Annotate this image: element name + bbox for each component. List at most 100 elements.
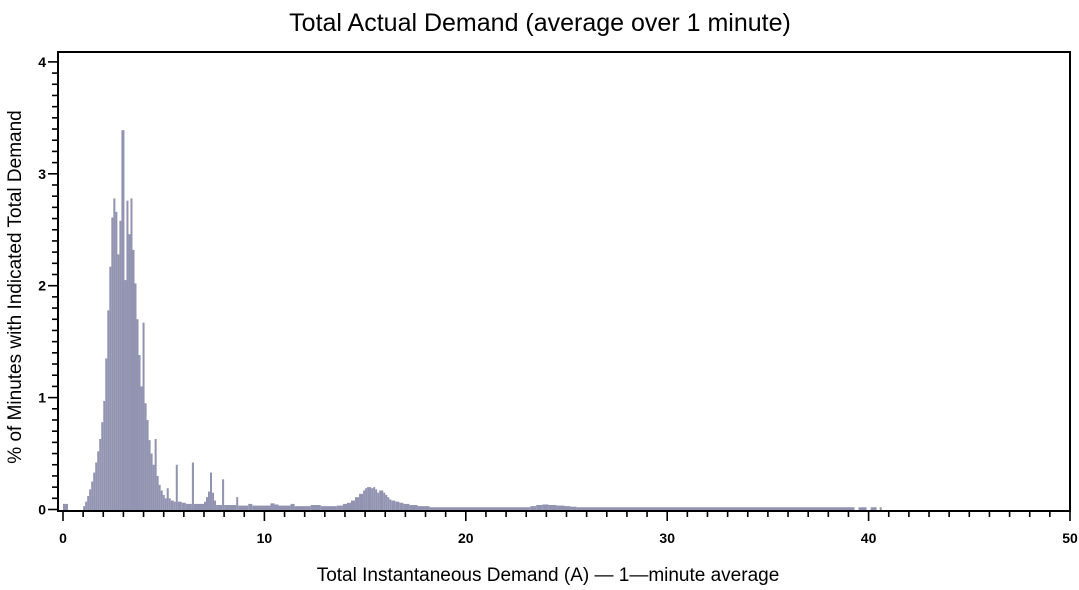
histogram-bar <box>879 507 882 510</box>
histogram-bar <box>109 266 112 510</box>
histogram-bar <box>148 440 151 510</box>
histogram-bar <box>391 500 396 510</box>
histogram-bar <box>63 503 69 510</box>
histogram-bar <box>542 504 549 510</box>
histogram-bar <box>222 479 225 510</box>
histogram-bar <box>248 503 253 510</box>
histogram-bar <box>193 503 204 510</box>
histogram-bar <box>91 481 94 510</box>
histogram-bar <box>576 507 855 510</box>
histogram-bar <box>154 439 157 510</box>
histogram-bar <box>274 504 279 510</box>
y-tick-label: 3 <box>38 166 46 182</box>
histogram-bar <box>858 507 867 510</box>
x-tick-label: 50 <box>1062 530 1078 546</box>
histogram-bar <box>536 505 543 510</box>
histogram-bar <box>379 490 384 510</box>
histogram-bar <box>387 497 390 510</box>
histogram-bar <box>351 500 356 510</box>
histogram-bar <box>377 492 380 510</box>
histogram-bar <box>385 494 388 510</box>
histogram-bar <box>138 355 141 510</box>
histogram-bar <box>371 488 374 510</box>
histogram-bar <box>278 505 291 510</box>
histogram-bar <box>101 422 104 510</box>
x-tick-label: 10 <box>257 530 273 546</box>
histogram-bar <box>310 505 321 510</box>
histogram-bar <box>375 489 378 510</box>
histogram-bar <box>113 198 116 511</box>
histogram-bar <box>93 472 96 510</box>
histogram-bar <box>136 319 139 510</box>
histogram-bar <box>346 502 351 510</box>
histogram-bar <box>105 358 108 510</box>
histogram-bar <box>164 498 167 510</box>
histogram-bar <box>870 507 877 510</box>
histogram-bar <box>290 503 295 510</box>
histogram-bar <box>140 386 143 510</box>
histogram-bar <box>409 505 418 510</box>
histogram-bar <box>389 499 392 510</box>
histogram-bar <box>236 497 239 510</box>
histogram-bar <box>363 490 366 510</box>
histogram-bar <box>107 310 110 510</box>
histogram-bar <box>87 496 90 510</box>
histogram-bar <box>203 501 206 510</box>
histogram-bar <box>97 451 100 510</box>
histogram-bar <box>156 475 159 510</box>
histogram-bar <box>224 505 237 510</box>
histogram-bar <box>367 487 372 510</box>
histogram-bar <box>556 505 565 510</box>
axes: 0 10 20 30 40 50 0 1 2 3 4 <box>38 51 1078 546</box>
histogram-bar <box>99 439 102 510</box>
histogram-bar <box>166 488 169 510</box>
histogram-bar <box>111 217 114 510</box>
histogram-bar <box>162 494 165 510</box>
histogram-bar <box>115 211 118 510</box>
histogram-bar <box>124 280 127 510</box>
histogram-bar <box>359 493 364 510</box>
histogram-bar <box>89 489 92 510</box>
histogram-bar <box>119 220 122 511</box>
histogram-bar <box>134 283 137 510</box>
plot-frame <box>57 51 1071 512</box>
histogram-bar <box>83 506 86 510</box>
histogram-bar <box>160 490 163 510</box>
histogram-bar <box>142 322 145 510</box>
histogram-bar <box>429 507 531 510</box>
histogram-bar <box>173 501 176 510</box>
histogram-bar <box>158 484 161 510</box>
histogram-bar <box>270 503 275 510</box>
histogram-bar <box>175 464 178 510</box>
histogram-bar <box>336 505 343 510</box>
histogram-bar <box>177 501 182 510</box>
x-axis-label: Total Instantaneous Demand (A) — 1—minut… <box>317 565 780 586</box>
histogram-bar <box>320 506 337 510</box>
histogram-bar <box>564 506 571 510</box>
histogram-bar <box>205 497 208 510</box>
chart-title: Total Actual Demand (average over 1 minu… <box>289 9 791 37</box>
histogram-bar <box>365 488 368 510</box>
x-tick-label: 40 <box>861 530 877 546</box>
histogram-bar <box>117 254 120 510</box>
y-axis-label: % of Minutes with Indicated Total Demand <box>5 110 26 463</box>
histogram-bar <box>214 500 217 510</box>
histogram-bar <box>373 487 376 510</box>
histogram-bar <box>208 491 211 510</box>
histogram-bar <box>342 503 347 510</box>
x-tick-label: 20 <box>458 530 474 546</box>
x-tick-label: 0 <box>59 530 67 546</box>
histogram-bar <box>252 505 271 510</box>
y-tick-label: 2 <box>38 278 46 294</box>
histogram-bar <box>383 492 386 510</box>
histogram-bar <box>150 453 153 510</box>
histogram-bar <box>128 234 131 511</box>
histogram-bar <box>216 505 223 510</box>
histogram-bar <box>294 506 311 510</box>
histogram-bar <box>212 492 215 510</box>
histogram-bar <box>238 505 249 510</box>
histogram-bar <box>103 400 106 510</box>
histogram-bar <box>144 403 147 510</box>
histogram-bar <box>185 503 192 510</box>
